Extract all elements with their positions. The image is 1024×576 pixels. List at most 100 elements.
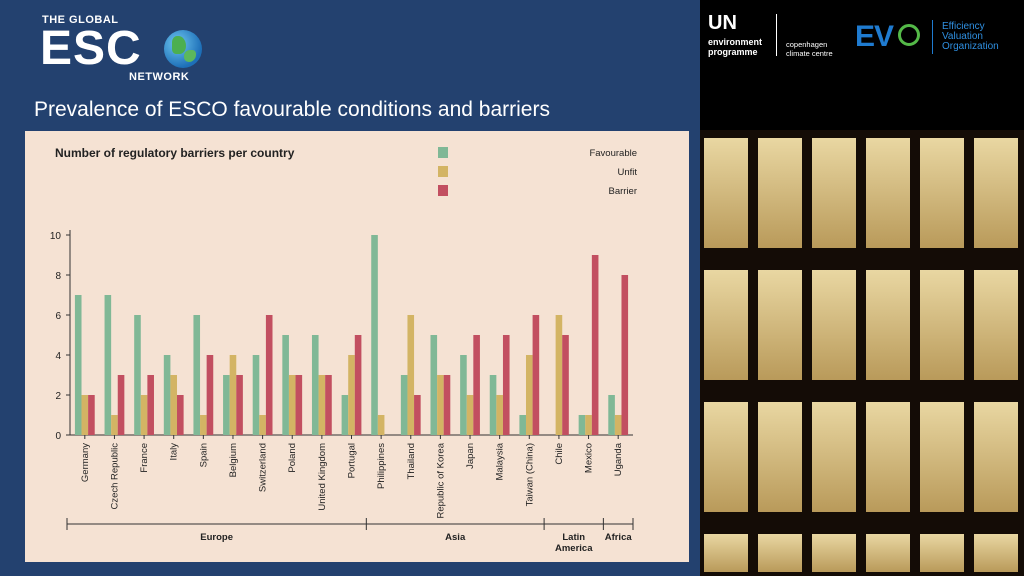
ccc-line-1: copenhagen	[786, 40, 828, 49]
un-logo-sub: environment programme	[708, 37, 762, 57]
bar-favourable	[430, 335, 438, 435]
bar-barrier	[265, 315, 273, 435]
group-label: Latin	[562, 532, 585, 543]
lit-window	[866, 534, 910, 572]
bar-barrier	[295, 375, 303, 435]
x-tick-label: Belgium	[228, 443, 239, 477]
bar-favourable	[193, 315, 201, 435]
group-label: Africa	[605, 532, 633, 543]
y-tick-label: 8	[55, 271, 61, 282]
slide-main-panel: THE GLOBAL ESC NETWORK Prevalence of ESC…	[25, 14, 689, 562]
legend-label: Favourable	[589, 148, 637, 159]
bar-barrier	[147, 375, 154, 435]
bar-unfit	[140, 395, 148, 435]
bar-unfit	[466, 395, 474, 435]
bar-unfit	[288, 375, 296, 435]
x-axis-labels: Germany Czech Republic France Italy Spain Bel…	[80, 442, 624, 518]
lit-window	[920, 138, 964, 248]
x-tick-label: Mexico	[584, 443, 595, 473]
un-sub-line-2: programme	[708, 47, 758, 57]
ccc-line-2: climate centre	[786, 49, 833, 58]
x-tick-label: Switzerland	[258, 443, 269, 492]
chart-bars	[74, 235, 629, 435]
bar-unfit	[437, 375, 444, 435]
x-tick-label: Chile	[554, 443, 565, 465]
logo-bottom-text: NETWORK	[129, 71, 190, 83]
bar-unfit	[81, 395, 89, 435]
bar-unfit	[585, 415, 592, 435]
evo-line-3: Organization	[942, 41, 999, 52]
x-tick-label: United Kingdom	[317, 443, 328, 511]
bar-favourable	[282, 335, 289, 435]
legend-label: Unfit	[617, 167, 637, 178]
x-tick-label: Germany	[80, 443, 91, 482]
bar-barrier	[443, 375, 451, 435]
evo-globe-icon	[898, 24, 920, 46]
chart-legend: Favourable Unfit Barrier	[438, 147, 637, 197]
lit-window	[812, 534, 856, 572]
copenhagen-climate-centre-logo: copenhagen climate centre	[786, 40, 833, 58]
lit-window	[812, 402, 856, 512]
lit-window	[704, 138, 748, 248]
bar-barrier	[591, 255, 599, 435]
lit-window	[704, 402, 748, 512]
lit-window	[866, 270, 910, 380]
bar-favourable	[489, 375, 497, 435]
lit-window	[704, 270, 748, 380]
bar-unfit	[525, 355, 533, 435]
bar-barrier	[206, 355, 214, 435]
x-tick-label: Republic of Korea	[435, 442, 446, 518]
lit-window	[974, 402, 1018, 512]
lit-window	[758, 138, 802, 248]
bar-favourable	[311, 335, 319, 435]
lit-window	[812, 138, 856, 248]
bar-barrier	[621, 275, 629, 435]
logo-top-text: THE GLOBAL	[42, 14, 119, 26]
y-tick-label: 10	[50, 231, 62, 242]
x-tick-label: Japan	[465, 443, 476, 469]
group-label: Europe	[200, 532, 233, 543]
lit-window	[974, 534, 1018, 572]
bar-favourable	[223, 375, 230, 435]
evo-name: Efficiency Valuation Organization	[942, 22, 999, 52]
bar-favourable	[519, 415, 526, 435]
un-sub-line-1: environment	[708, 37, 763, 47]
lit-window	[920, 534, 964, 572]
x-tick-label: Spain	[198, 443, 209, 467]
lit-window	[758, 534, 802, 572]
lit-window	[758, 270, 802, 380]
chart-panel: Number of regulatory barriers per countr…	[25, 131, 689, 562]
legend-label: Barrier	[608, 186, 637, 197]
x-tick-label: Malaysia	[495, 442, 506, 480]
logo-divider	[776, 14, 777, 56]
bar-unfit	[407, 315, 415, 435]
x-tick-label: France	[139, 443, 150, 473]
un-logo-text: UN	[708, 12, 737, 34]
bar-favourable	[74, 295, 82, 435]
x-tick-label: Taiwan (China)	[524, 443, 535, 506]
side-photo-panel: UN environment programme copenhagen clim…	[700, 0, 1024, 576]
bar-unfit	[200, 415, 207, 435]
bar-favourable	[608, 395, 615, 435]
lit-window	[974, 138, 1018, 248]
y-tick-label: 6	[55, 311, 61, 322]
bar-unfit	[229, 355, 237, 435]
slide-title: Prevalence of ESCO favourable conditions…	[34, 98, 550, 121]
bar-favourable	[104, 295, 112, 435]
lit-window	[704, 534, 748, 572]
x-tick-label: Philippines	[376, 443, 387, 489]
legend-swatch	[438, 147, 448, 158]
bar-favourable	[371, 235, 378, 435]
chart-title: Number of regulatory barriers per countr…	[55, 146, 295, 160]
lit-window	[920, 402, 964, 512]
global-esco-network-logo: THE GLOBAL ESC NETWORK	[40, 14, 210, 84]
group-label: America	[555, 543, 593, 554]
lit-window	[866, 138, 910, 248]
legend-swatch	[438, 185, 448, 196]
evo-logo-text: EV	[855, 20, 894, 53]
bar-barrier	[414, 395, 421, 435]
lit-window	[812, 270, 856, 380]
bar-favourable	[134, 315, 141, 435]
x-tick-label: Czech Republic	[109, 443, 120, 510]
